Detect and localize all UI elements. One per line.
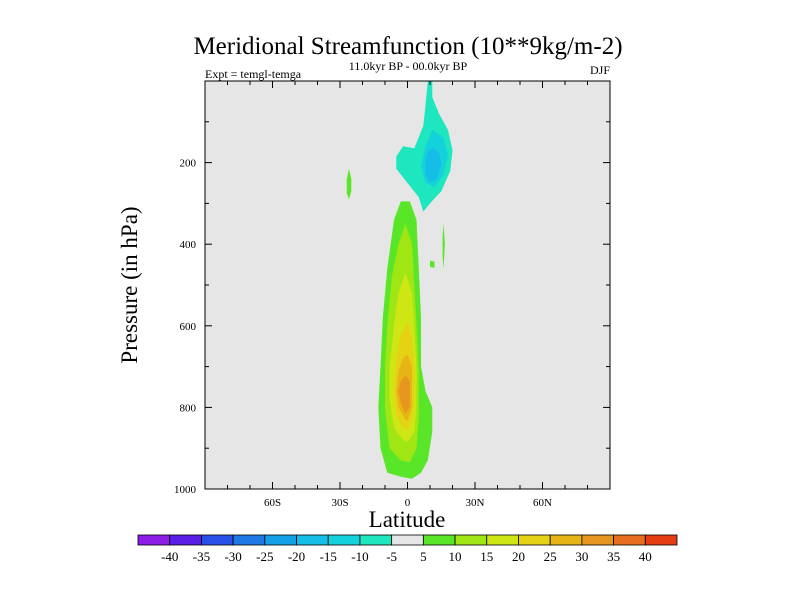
chart-title: Meridional Streamfunction (10**9kg/m-2) [193,33,622,60]
experiment-label: Expt = temgl-temga [205,67,302,81]
y-axis-label: Pressure (in hPa) [117,206,142,363]
colorbar-swatch [264,534,297,546]
colorbar-swatch [359,534,393,546]
y-tick-label: 400 [180,239,197,251]
x-axis-label: Latitude [369,507,446,532]
colorbar-swatch [422,534,456,546]
colorbar-label: 20 [512,549,525,564]
colorbar-swatch [232,534,266,546]
colorbar-label: -5 [386,549,397,564]
contour-region-negative-cell-15 [425,148,442,183]
colorbar-swatch [549,534,583,546]
colorbar-swatch [169,534,202,546]
colorbar-swatch [201,534,234,546]
y-axis-ticks: 200 400 600 800 1000 [174,121,610,496]
colorbar-label: 5 [420,549,427,564]
colorbar-swatch [613,534,646,546]
contour-region-positive-cell-30 [398,375,410,414]
colorbar-label: -35 [193,549,210,564]
colorbar-swatch [518,534,551,546]
colorbar-swatch [644,534,678,546]
season-label: DJF [590,63,610,77]
colorbar-label: -15 [320,549,337,564]
colorbar-label: 40 [639,549,652,564]
colorbar-swatch [137,534,171,546]
colorbar-label: -25 [256,549,273,564]
colorbar-label: 30 [575,549,588,564]
colorbar: -40 -35 -30 -25 -20 -15 -10 -5 5 10 15 20 25 30 35 40 [137,534,678,564]
x-tick-label: 60S [264,497,281,509]
colorbar-label: -40 [161,549,178,564]
x-axis-ticks: 60S 30S 0 30N 60N [227,81,588,509]
colorbar-label: -20 [288,549,305,564]
colorbar-label: 25 [544,549,557,564]
colorbar-swatch [327,534,361,546]
contour-region-small-positive-patch-west [346,168,352,200]
colorbar-label: -10 [351,549,368,564]
colorbar-swatch [391,534,424,546]
y-tick-label: 1000 [174,484,197,496]
y-tick-label: 800 [180,402,197,414]
x-tick-label: 60N [533,497,552,509]
colorbar-swatch [581,534,614,546]
contour-fills [346,81,453,479]
x-tick-label: 30N [466,497,485,509]
colorbar-swatch [486,534,519,546]
y-tick-label: 200 [180,158,197,170]
colorbar-swatch [296,534,329,546]
colorbar-label: 10 [449,549,462,564]
colorbar-label: 35 [607,549,620,564]
contour-region-small-positive-patch-dot [430,260,435,268]
x-tick-label: 30S [331,497,348,509]
x-tick-label: 0 [405,497,411,509]
colorbar-swatch [454,534,488,546]
colorbar-label: 15 [480,549,493,564]
contour-region-small-positive-patch-east [442,223,445,269]
colorbar-label: -30 [224,549,241,564]
y-tick-label: 600 [180,321,197,333]
chart-subtitle: 11.0kyr BP - 00.0kyr BP [349,59,468,73]
